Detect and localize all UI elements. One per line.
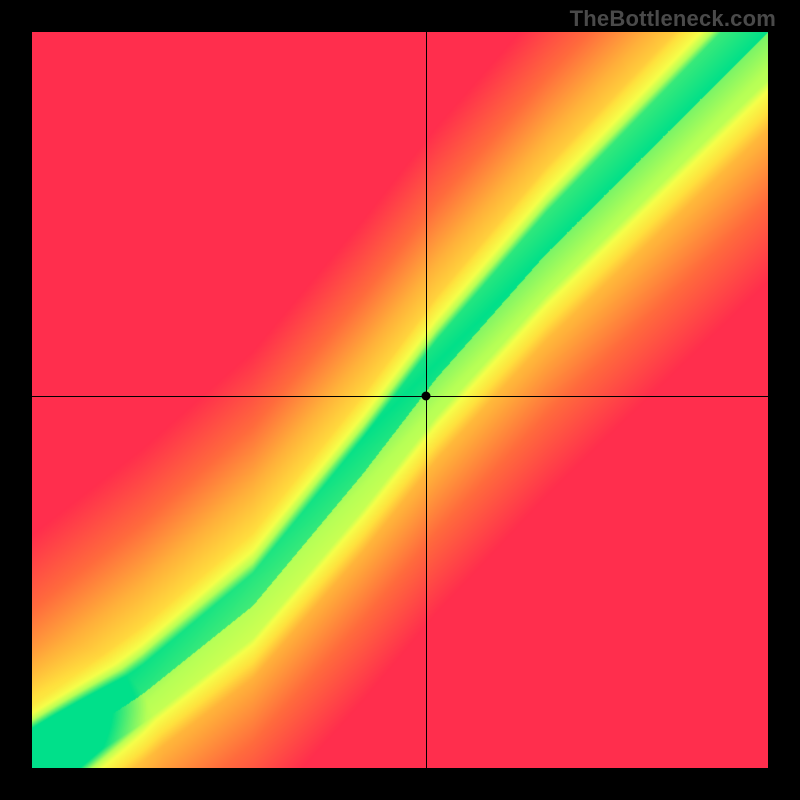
- plot-frame: [32, 32, 768, 768]
- watermark-text: TheBottleneck.com: [570, 6, 776, 32]
- crosshair-horizontal: [32, 396, 768, 397]
- heatmap-canvas: [32, 32, 768, 768]
- marker-dot: [421, 392, 430, 401]
